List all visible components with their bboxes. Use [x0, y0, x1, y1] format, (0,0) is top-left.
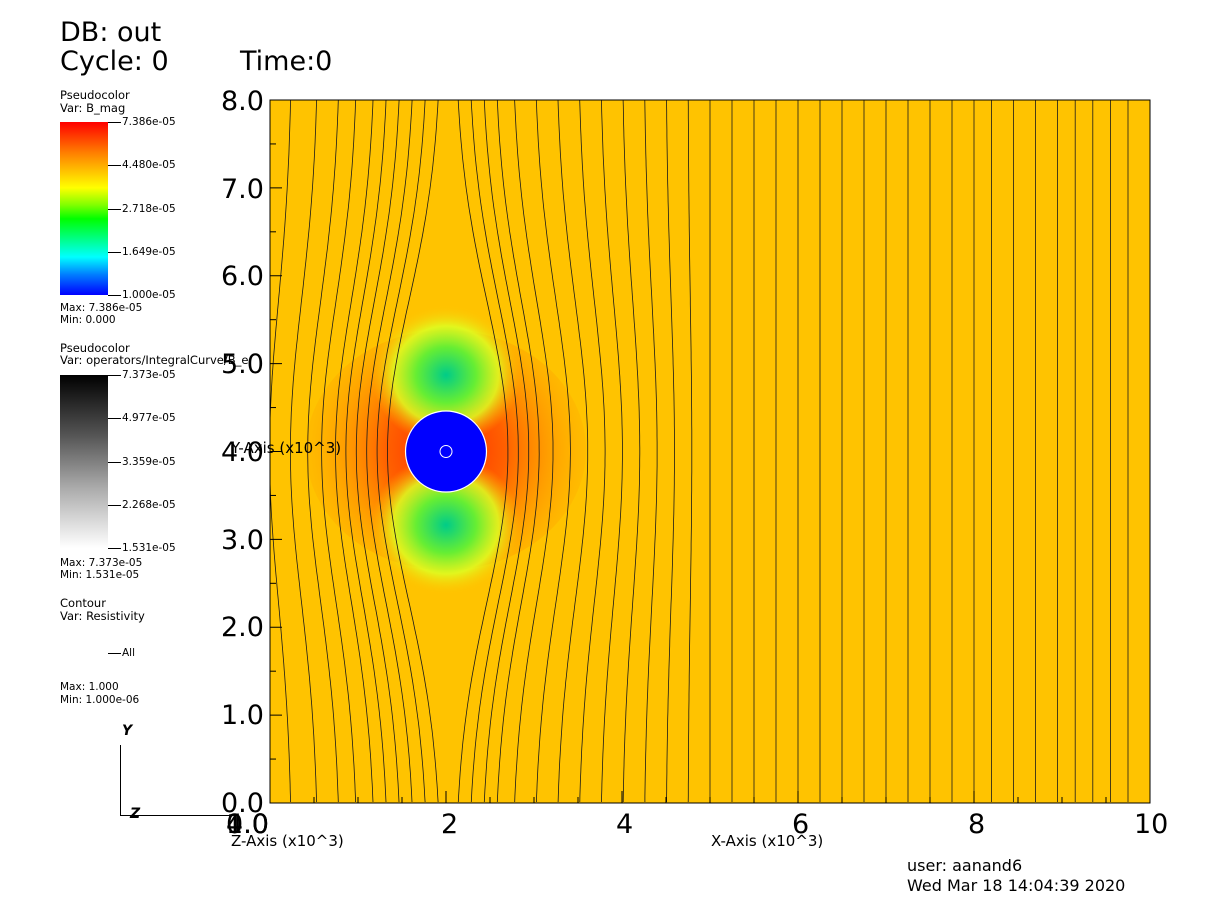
- z-tick-b: 1.0: [226, 809, 269, 840]
- legend-bmag-type: Pseudocolor: [60, 88, 130, 102]
- y-tick-3: 3.0: [221, 525, 264, 556]
- legend-integral-colorbar: [60, 375, 108, 548]
- db-label: DB: out: [60, 17, 162, 48]
- streamline-19: [622, 100, 641, 803]
- triad-y-line: [120, 745, 121, 815]
- y-tick-7: 7.0: [221, 174, 264, 205]
- x-tick-8: 8: [968, 809, 986, 840]
- time-label: Time:0: [240, 46, 333, 77]
- x-tick-4: 4: [616, 809, 634, 840]
- legend-contour-min: Min: 1.000e-06: [60, 694, 140, 706]
- y-tick-1: 1.0: [221, 700, 264, 731]
- y-tick-5: 5.0: [221, 349, 264, 380]
- legend-integral-tick-3: 3.359e-05: [108, 456, 176, 468]
- y-axis-label: Y-Axis (x10^3): [231, 439, 342, 457]
- x-tick-10: 10: [1134, 809, 1169, 840]
- streamline-9: [387, 100, 439, 803]
- streamline-2: [307, 100, 339, 803]
- x-axis-ticks: [269, 791, 1151, 803]
- field-lobe-top: [371, 305, 521, 445]
- legend-integral-var: Var: operators/IntegralCurve/B_e: [60, 353, 249, 367]
- legend-bmag-min: Min: 0.000: [60, 314, 116, 326]
- streamline-21: [666, 100, 675, 802]
- legend-bmag-colorbar: [60, 122, 108, 295]
- footer-user: user: aanand6: [907, 856, 1023, 875]
- triad-z-label: Z: [130, 806, 141, 822]
- y-tick-2: 2.0: [221, 612, 264, 643]
- legend-bmag-var: Var: B_mag: [60, 101, 126, 115]
- legend-integral-tick-1: 7.373e-05: [108, 369, 176, 381]
- streamline-4: [335, 100, 374, 803]
- field-lobe-bottom: [371, 455, 521, 595]
- x-tick-2: 2: [441, 809, 459, 840]
- obstacle-center-marker: [439, 445, 453, 458]
- obstacle-disk: [404, 410, 488, 493]
- streamline-14: [514, 100, 554, 803]
- legend-bmag-tick-3: 2.718e-05: [108, 203, 176, 215]
- legend-integral-type: Pseudocolor: [60, 341, 130, 355]
- triad-y-label: Y: [122, 723, 133, 739]
- streamline-16: [557, 100, 589, 803]
- x-tick-0: 0.0: [226, 809, 269, 840]
- triad-x-line: [120, 815, 230, 816]
- z-tick-a: 4.0: [226, 809, 269, 840]
- streamline-8: [376, 100, 426, 803]
- legend-contour-entry: All: [108, 647, 135, 659]
- streamline-11: [470, 100, 519, 803]
- legend-bmag-tick-4: 1.649e-05: [108, 246, 176, 258]
- streamline-7: [366, 100, 413, 803]
- y-tick-8: 8.0: [221, 86, 264, 117]
- legend-integral-max: Max: 7.373e-05: [60, 557, 143, 569]
- footer-timestamp: Wed Mar 18 14:04:39 2020: [907, 876, 1126, 895]
- streamline-12: [483, 100, 530, 803]
- legend-contour-type: Contour: [60, 596, 106, 610]
- x-axis-label: X-Axis (x10^3): [711, 832, 824, 850]
- y-tick-4: 4.0: [221, 437, 264, 468]
- legend-bmag-tick-5: 1.000e-05: [108, 289, 176, 301]
- streamline-15: [535, 100, 571, 803]
- streamline-22: [687, 100, 693, 803]
- streamline-5: [345, 100, 387, 803]
- x-tick-6: 6: [792, 809, 810, 840]
- streamline-3: [321, 100, 357, 803]
- cycle-label: Cycle: 0: [60, 46, 169, 77]
- streamline-18: [601, 100, 623, 803]
- legend-bmag-tick-2: 4.480e-05: [108, 159, 176, 171]
- y-tick-0: 0.0: [221, 788, 264, 819]
- streamlines: [270, 100, 1129, 803]
- legend-bmag-tick-1: 7.386e-05: [108, 116, 176, 128]
- z-axis-label: Z-Axis (x10^3): [231, 832, 344, 850]
- streamline-20: [644, 100, 658, 802]
- y-axis-ticks: [270, 99, 282, 804]
- legend-contour-var: Var: Resistivity: [60, 609, 145, 623]
- streamline-1: [289, 100, 317, 803]
- streamline-0: [270, 100, 291, 803]
- legend-integral-tick-2: 4.977e-05: [108, 412, 176, 424]
- legend-integral-tick-4: 2.268e-05: [108, 499, 176, 511]
- legend-contour-max: Max: 1.000: [60, 681, 119, 693]
- streamline-17: [579, 100, 606, 803]
- streamline-6: [355, 100, 400, 803]
- legend-integral-min: Min: 1.531e-05: [60, 569, 140, 581]
- legend-integral-tick-5: 1.531e-05: [108, 542, 176, 554]
- streamline-13: [496, 100, 540, 803]
- legend-bmag-max: Max: 7.386e-05: [60, 302, 143, 314]
- streamline-10: [457, 100, 509, 803]
- y-tick-6: 6.0: [221, 261, 264, 292]
